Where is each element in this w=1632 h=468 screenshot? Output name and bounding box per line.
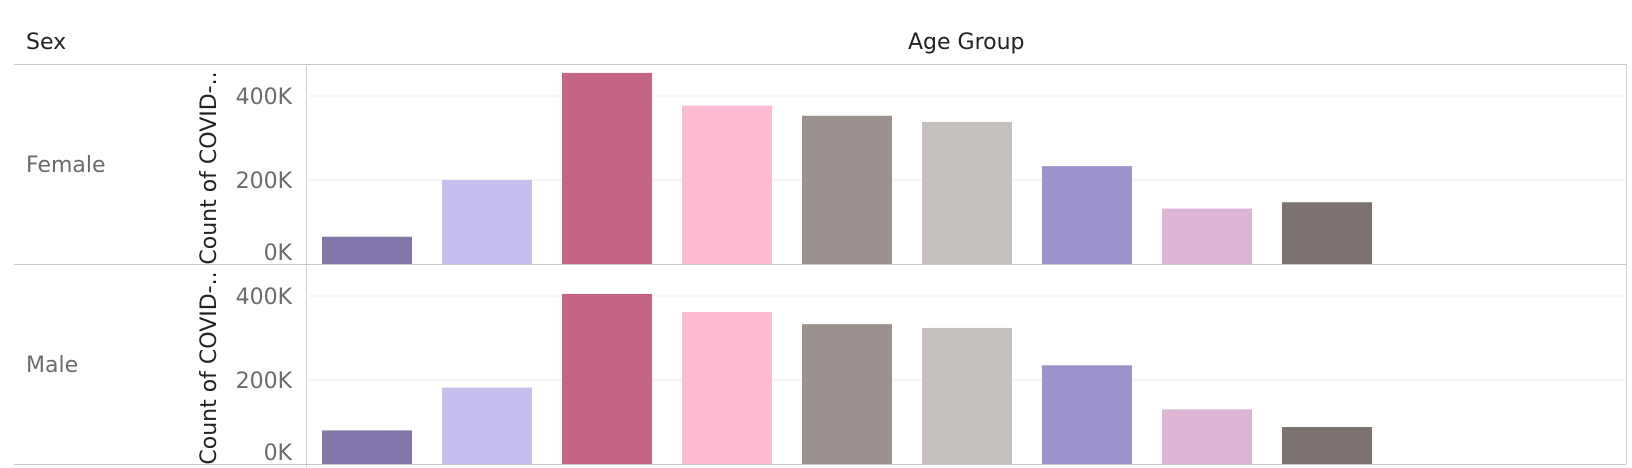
y-tick-label: 200K (236, 169, 293, 194)
row-label-female: Female (26, 153, 106, 178)
bar-female-5[interactable] (802, 115, 892, 265)
row-label-male: Male (26, 353, 78, 378)
bar-male-6[interactable] (922, 327, 1012, 464)
bar-female-6[interactable] (922, 122, 1012, 264)
bar-male-2[interactable] (442, 387, 532, 464)
y-tick-label: 0K (264, 241, 293, 266)
bar-male-1[interactable] (322, 430, 412, 464)
bar-male-5[interactable] (802, 324, 892, 464)
bar-male-9[interactable] (1282, 427, 1372, 464)
y-tick-label: 400K (236, 285, 293, 310)
column-header-age-group: Age Group (908, 30, 1025, 55)
y-axis-title: Count of COVID-.. (197, 71, 222, 264)
bar-female-7[interactable] (1042, 166, 1132, 264)
bar-male-3[interactable] (562, 293, 652, 464)
y-tick-label: 200K (236, 369, 293, 394)
bar-male-8[interactable] (1162, 409, 1252, 464)
bar-female-1[interactable] (322, 236, 412, 264)
y-tick-label: 0K (264, 441, 293, 466)
row-header-sex: Sex (26, 30, 67, 55)
y-axis-title: Count of COVID-.. (197, 271, 222, 464)
bar-female-8[interactable] (1162, 208, 1252, 264)
bar-female-4[interactable] (682, 105, 772, 264)
bar-male-7[interactable] (1042, 365, 1132, 464)
bar-female-2[interactable] (442, 180, 532, 264)
bar-female-9[interactable] (1282, 202, 1372, 264)
bar-female-3[interactable] (562, 72, 652, 265)
bar-male-4[interactable] (682, 311, 772, 464)
y-tick-label: 400K (236, 85, 293, 110)
